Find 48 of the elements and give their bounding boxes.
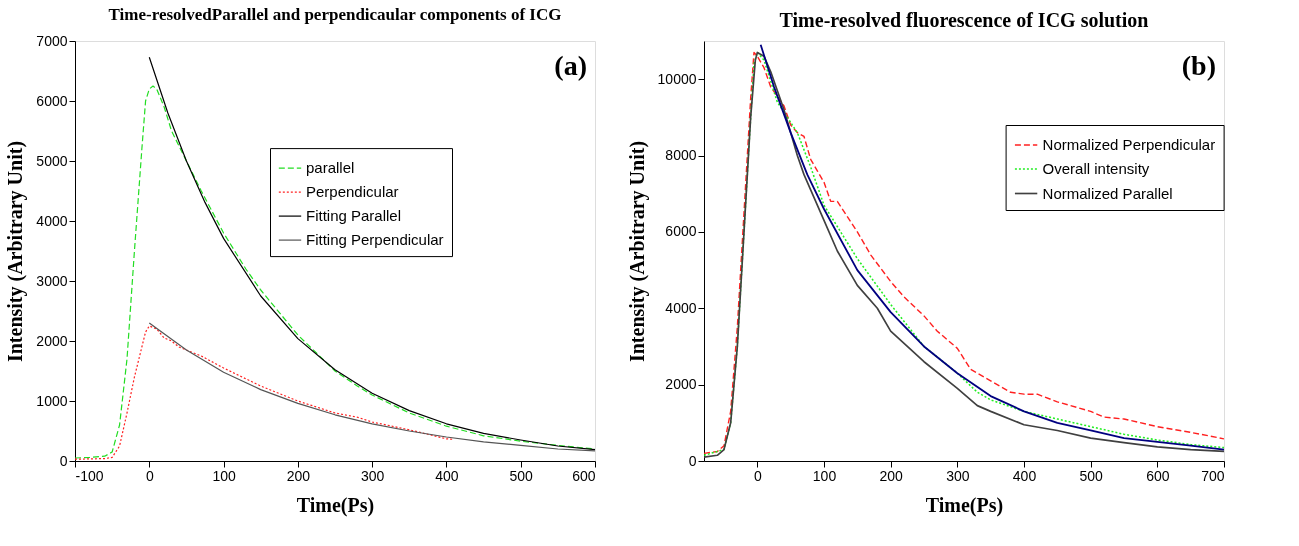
y-tick-label: 6000	[36, 92, 68, 109]
x-tick-label: 600	[1146, 467, 1170, 484]
y-tick-label: 4000	[665, 299, 697, 316]
x-tick-label: 700	[1201, 467, 1225, 484]
y-tick-label: 2000	[36, 332, 68, 349]
y-tick-label: 7000	[36, 32, 68, 49]
x-tick-label: 300	[360, 467, 385, 484]
y-axis-title: Intensity (Arbitrary Unit)	[625, 140, 649, 363]
x-tick-label: 500	[509, 467, 534, 484]
x-tick-label: 100	[812, 467, 837, 484]
x-axis-title: Time(Ps)	[925, 493, 1004, 517]
y-tick-label: 6000	[665, 223, 697, 240]
x-tick-label: 600	[572, 467, 596, 484]
chart-title: Time-resolvedParallel and perpendicaular components of ICG	[108, 5, 562, 24]
legend-label: parallel	[306, 159, 355, 177]
legend-label: Perpendicular	[306, 183, 399, 201]
x-tick-label: 0	[753, 467, 762, 484]
x-tick-label: 200	[879, 467, 904, 484]
y-axis-title: Intensity (Arbitrary Unit)	[4, 140, 28, 363]
x-tick-label: 400	[1012, 467, 1037, 484]
x-tick-label: 100	[212, 467, 236, 484]
x-tick-label: -100	[75, 467, 104, 484]
y-tick-label: 0	[688, 452, 697, 469]
legend-label: Normalized Parallel	[1042, 184, 1173, 202]
x-tick-label: 300	[946, 467, 970, 484]
legend-label: Fitting Parallel	[306, 207, 402, 225]
annotation: (a)	[554, 50, 587, 81]
y-tick-label: 8000	[665, 147, 697, 164]
y-tick-label: 1000	[36, 392, 68, 409]
y-tick-label: 10000	[657, 70, 697, 87]
y-tick-label: 0	[59, 452, 68, 469]
x-tick-label: 200	[286, 467, 311, 484]
x-tick-label: 0	[145, 467, 154, 484]
line-series	[148, 322, 595, 452]
x-tick-label: 500	[1079, 467, 1104, 484]
chart-title: Time-resolved fluorescence of ICG solution	[779, 9, 1149, 31]
legend-label: Overall intensity	[1042, 160, 1150, 177]
x-tick-label: 400	[435, 467, 459, 484]
line-series	[75, 325, 455, 460]
y-tick-label: 3000	[36, 272, 68, 289]
annotation: (b)	[1181, 50, 1216, 81]
line-series	[148, 56, 595, 451]
legend-label: Fitting Perpendicular	[306, 231, 444, 249]
y-tick-label: 2000	[665, 376, 697, 393]
y-tick-label: 5000	[36, 152, 68, 169]
legend-label: Normalized Perpendicular	[1042, 136, 1216, 153]
x-axis-title: Time(Ps)	[296, 493, 375, 517]
y-tick-label: 4000	[36, 212, 68, 229]
